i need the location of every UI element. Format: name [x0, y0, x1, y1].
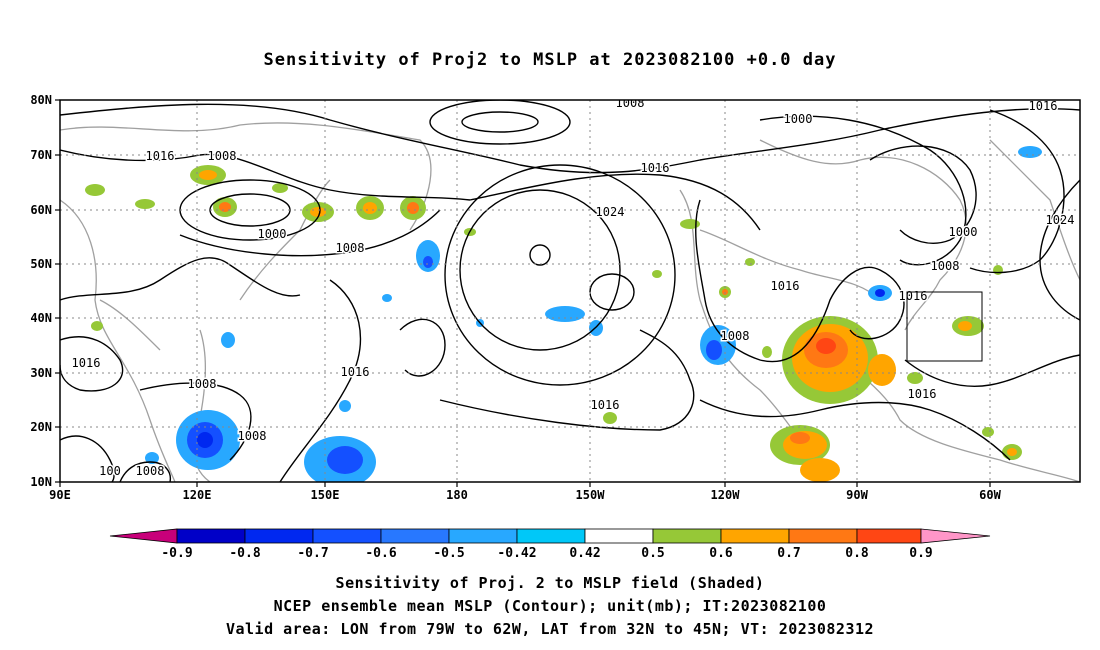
contour-label: 1008 — [336, 241, 365, 255]
colorbar-segment — [516, 528, 586, 544]
colorbar-segment — [584, 528, 654, 544]
contour-label: 1008 — [188, 377, 217, 391]
contour-label: 1008 — [238, 429, 267, 443]
colorbar-label: 0.5 — [641, 546, 664, 561]
colorbar-label: 0.6 — [709, 546, 733, 561]
lat-tick: 70N — [30, 148, 52, 162]
lon-tick: 180 — [446, 488, 468, 502]
colorbar-segment — [176, 528, 246, 544]
lat-tick: 40N — [30, 311, 52, 325]
lat-tick: 30N — [30, 366, 52, 380]
colorbar-label: -0.42 — [497, 546, 536, 561]
contour-label: 1008 — [616, 96, 645, 110]
colorbar-segment — [788, 528, 858, 544]
contour-label: 1016 — [146, 149, 175, 163]
colorbar-label: -0.8 — [229, 546, 260, 561]
lat-tick: 50N — [30, 257, 52, 271]
colorbar-segment — [380, 528, 450, 544]
footer-line-3: Valid area: LON from 79W to 62W, LAT fro… — [225, 620, 875, 638]
contour-label: 1008 — [721, 329, 750, 343]
colorbar-label: -0.9 — [161, 546, 192, 561]
map-frame — [59, 99, 1081, 483]
longitude-labels: 90E 120E 150E 180 150W 120W 90W 60W — [49, 488, 1001, 502]
colorbar-labels: -0.9 -0.8 -0.7 -0.6 -0.5 -0.42 0.42 0.5 … — [161, 546, 932, 561]
latitude-labels: 80N 70N 60N 50N 40N 30N 20N 10N — [30, 93, 52, 489]
contour-labels: 1008 1016 1000 1016 1008 1008 1000 1016 1024 1016… — [70, 96, 1076, 480]
colorbar-segment — [652, 528, 722, 544]
colorbar-label: 0.9 — [909, 546, 932, 561]
contour-label: 1008 — [931, 259, 960, 273]
contour-label: 1000 — [784, 112, 813, 126]
lon-tick: 150E — [311, 488, 340, 502]
lon-tick: 120E — [183, 488, 212, 502]
colorbar-label: -0.5 — [433, 546, 464, 561]
lon-tick: 90W — [846, 488, 868, 502]
valid-area-box — [906, 291, 983, 362]
footer-line-2: NCEP ensemble mean MSLP (Contour); unit(… — [273, 597, 827, 615]
colorbar-label: 0.8 — [845, 546, 869, 561]
colorbar-segment — [720, 528, 790, 544]
contour-label: 1008 — [208, 149, 237, 163]
lat-lon-grid — [60, 100, 1080, 482]
colorbar-segment — [244, 528, 314, 544]
contour-label: 1008 — [136, 464, 165, 478]
contour-label: 1024 — [596, 205, 625, 219]
contour-label: 1000 — [949, 225, 978, 239]
contour-label: 1024 — [1046, 213, 1075, 227]
colorbar-label: 0.7 — [777, 546, 800, 561]
colorbar-label: 0.42 — [569, 546, 600, 561]
colorbar-segment — [448, 528, 518, 544]
sensitivity-shading — [85, 146, 1042, 482]
contour-label: 1016 — [641, 161, 670, 175]
axis-ticks — [55, 99, 991, 487]
contour-label: 100 — [99, 464, 121, 478]
contour-label: 1016 — [908, 387, 937, 401]
contour-label: 1016 — [591, 398, 620, 412]
mslp-contours — [60, 100, 1080, 482]
contour-label: 1016 — [899, 289, 928, 303]
lon-tick: 60W — [979, 488, 1001, 502]
contour-label: 1016 — [341, 365, 370, 379]
colorbar-end-high — [920, 528, 991, 544]
lat-tick: 60N — [30, 203, 52, 217]
colorbar-end-low — [109, 528, 178, 544]
contour-label: 1016 — [1029, 99, 1058, 113]
colorbar-segment — [312, 528, 382, 544]
lat-tick: 10N — [30, 475, 52, 489]
lon-tick: 120W — [711, 488, 741, 502]
colorbar — [109, 528, 991, 544]
contour-label: 1016 — [771, 279, 800, 293]
contour-label: 1016 — [72, 356, 101, 370]
lat-tick: 80N — [30, 93, 52, 107]
contour-label: 1000 — [258, 227, 287, 241]
lon-tick: 150W — [576, 488, 606, 502]
colorbar-label: -0.7 — [297, 546, 328, 561]
lat-tick: 20N — [30, 420, 52, 434]
colorbar-segment — [856, 528, 922, 544]
colorbar-label: -0.6 — [365, 546, 396, 561]
footer-line-1: Sensitivity of Proj. 2 to MSLP field (Sh… — [335, 574, 765, 592]
map-title: Sensitivity of Proj2 to MSLP at 20230821… — [263, 50, 837, 70]
lon-tick: 90E — [49, 488, 71, 502]
